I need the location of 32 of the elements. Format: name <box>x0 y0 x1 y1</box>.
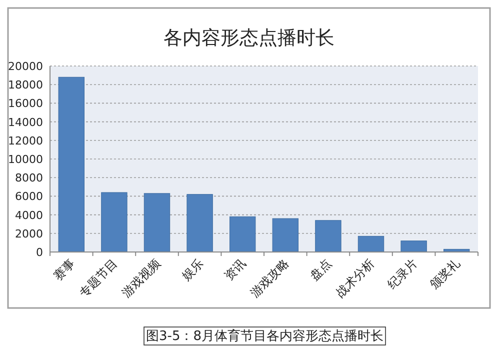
x-tick-label: 纪录片 <box>384 256 420 292</box>
bar <box>358 236 384 252</box>
x-tick-label: 资讯 <box>222 256 249 284</box>
x-tick-label: 游戏攻略 <box>248 256 292 300</box>
bar <box>230 216 256 252</box>
x-tick-label: 颁奖礼 <box>427 256 463 292</box>
y-tick-label: 4000 <box>15 208 43 222</box>
y-tick-label: 10000 <box>8 153 43 166</box>
bar <box>186 194 213 252</box>
x-tick-label: 赛事 <box>50 256 78 284</box>
y-tick-label: 20000 <box>8 60 43 73</box>
bar <box>400 240 427 252</box>
bar <box>58 76 84 252</box>
x-tick-label: 战术分析 <box>333 256 378 300</box>
caption: 图3-5：8月体育节目各内容形态点播时长 <box>146 328 384 344</box>
y-tick-label: 8000 <box>15 172 43 185</box>
bar <box>315 220 342 252</box>
y-tick-label: 12000 <box>8 134 43 148</box>
y-tick-label: 6000 <box>15 190 43 204</box>
y-tick-label: 2000 <box>15 227 43 240</box>
y-tick-label: 14000 <box>8 116 43 129</box>
bar <box>272 218 298 252</box>
x-tick-label: 娱乐 <box>179 256 206 284</box>
x-tick-label: 盘点 <box>307 256 334 284</box>
bar <box>101 192 128 252</box>
x-tick-label: 专题节目 <box>76 256 120 300</box>
y-tick-label: 18000 <box>8 78 43 92</box>
y-tick-label: 0 <box>36 246 43 259</box>
bar <box>144 193 170 252</box>
chart-title: 各内容形态点播时长 <box>164 27 334 49</box>
x-tick-label: 游戏视频 <box>119 256 164 300</box>
y-tick-label: 16000 <box>8 97 43 110</box>
